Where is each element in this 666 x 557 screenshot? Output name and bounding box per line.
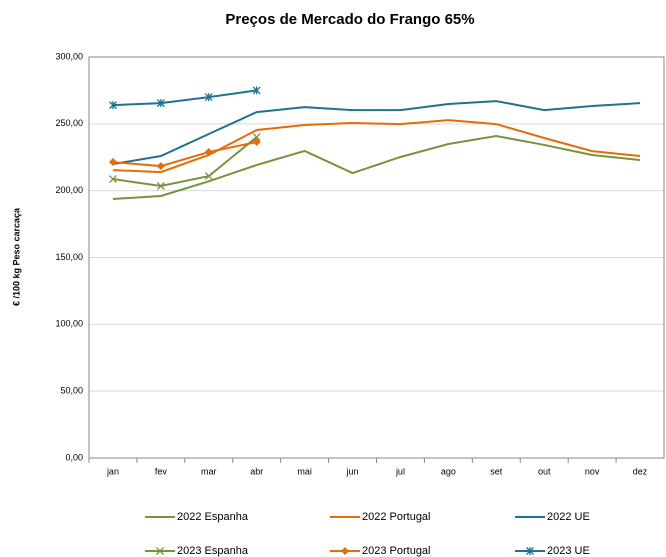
legend-label: 2022 Espanha xyxy=(177,511,249,523)
y-tick-label: 150,00 xyxy=(55,252,83,262)
point-marker xyxy=(204,148,213,157)
point-marker xyxy=(252,138,261,147)
legend-label: 2023 Espanha xyxy=(177,545,249,557)
point-marker xyxy=(156,162,165,171)
legend-label: 2023 UE xyxy=(547,545,590,557)
point-marker xyxy=(108,101,117,110)
series-line xyxy=(112,134,641,200)
point-marker xyxy=(252,133,261,142)
y-tick-label: 0,00 xyxy=(65,452,83,462)
x-tick-label: dez xyxy=(633,466,648,476)
y-axis-label: € /100 kg Peso carcaça xyxy=(11,207,21,306)
x-tick-label: jan xyxy=(106,466,119,476)
x-tick-label: jul xyxy=(395,466,405,476)
x-tick-label: abr xyxy=(250,466,263,476)
y-tick-label: 300,00 xyxy=(55,51,83,61)
x-tick-label: fev xyxy=(155,466,168,476)
series-line xyxy=(112,119,641,174)
x-tick-label: mar xyxy=(201,466,217,476)
x-tick-label: out xyxy=(538,466,551,476)
legend-label: 2022 Portugal xyxy=(362,511,431,523)
chart-title: Preços de Mercado do Frango 65% xyxy=(225,11,474,28)
point-marker xyxy=(156,182,165,190)
y-tick-label: 250,00 xyxy=(55,118,83,128)
legend-label: 2022 UE xyxy=(547,511,590,523)
x-tick-label: set xyxy=(490,466,503,476)
legend-marker xyxy=(156,547,164,555)
x-tick-label: ago xyxy=(441,466,456,476)
point-marker xyxy=(108,175,117,183)
series-line xyxy=(112,141,257,168)
point-marker xyxy=(252,86,261,95)
series-line xyxy=(112,89,257,107)
y-tick-label: 100,00 xyxy=(55,319,83,329)
legend-marker xyxy=(526,547,534,555)
x-tick-label: nov xyxy=(585,466,600,476)
series-line xyxy=(112,136,258,188)
legend-marker xyxy=(341,547,349,555)
point-marker xyxy=(156,99,165,108)
x-tick-label: jun xyxy=(346,466,359,476)
point-marker xyxy=(204,93,213,102)
legend-label: 2023 Portugal xyxy=(362,545,431,557)
point-marker xyxy=(204,172,213,181)
series-line xyxy=(112,100,641,166)
x-tick-label: mai xyxy=(297,466,312,476)
point-marker xyxy=(108,158,117,167)
y-tick-label: 200,00 xyxy=(55,185,83,195)
y-tick-label: 50,00 xyxy=(60,386,83,396)
